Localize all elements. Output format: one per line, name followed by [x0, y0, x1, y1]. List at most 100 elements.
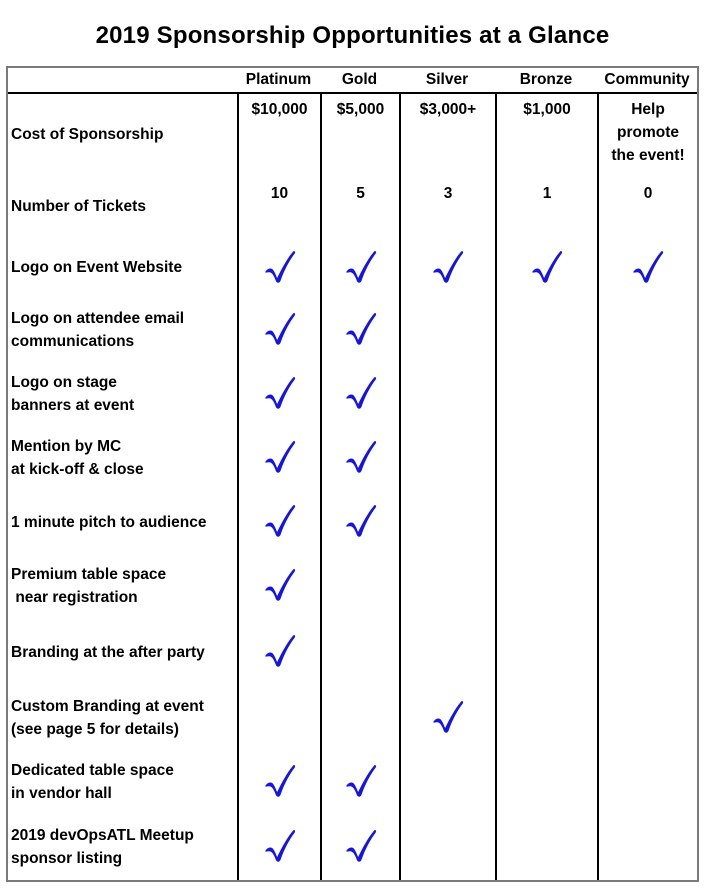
- cell-platinum: $10,000: [237, 94, 320, 174]
- check-icon: [264, 505, 295, 537]
- cell-platinum: [237, 426, 320, 490]
- column-header-silver: Silver: [425, 71, 469, 88]
- cell-silver: [399, 554, 495, 618]
- cell-silver: $3,000+: [399, 94, 495, 174]
- check-icon: [345, 830, 376, 862]
- cell-silver: [399, 426, 495, 490]
- check-icon: [433, 250, 464, 283]
- row-label: Custom Branding at event (see page 5 for…: [11, 698, 204, 738]
- row-label: Premium table space near registration: [11, 566, 167, 606]
- cell-community: [597, 426, 697, 490]
- cell-bronze: [495, 426, 597, 490]
- row-label: Logo on attendee email communications: [11, 309, 185, 350]
- cell-community: [597, 238, 697, 297]
- cell-gold: [320, 554, 399, 618]
- table-header-row: Platinum Gold Silver Bronze Community: [8, 68, 697, 94]
- row-label: 1 minute pitch to audience: [11, 513, 207, 531]
- check-icon: [345, 250, 376, 283]
- cell-silver: [399, 618, 495, 686]
- check-icon: [345, 377, 376, 409]
- table-row: Dedicated table space in vendor hall: [8, 750, 697, 814]
- page-title: 2019 Sponsorship Opportunities at a Glan…: [95, 22, 610, 49]
- row-label: Logo on Event Website: [11, 259, 183, 276]
- cell-platinum: [237, 814, 320, 880]
- cell-gold: [320, 490, 399, 554]
- cell-community: [597, 750, 697, 814]
- column-header-platinum: Platinum: [245, 71, 312, 88]
- cell-gold: [320, 750, 399, 814]
- cell-gold: 5: [320, 174, 399, 238]
- cell-platinum: [237, 554, 320, 618]
- row-label: Number of Tickets: [11, 197, 146, 215]
- cell-community: [597, 362, 697, 426]
- table-row: 1 minute pitch to audience: [8, 490, 697, 554]
- cell-bronze: 1: [495, 174, 597, 238]
- cell-community: 0: [597, 174, 697, 238]
- cell-community: [597, 297, 697, 362]
- cell-platinum: [237, 297, 320, 362]
- check-icon: [532, 250, 563, 283]
- check-icon: [633, 250, 664, 283]
- cell-bronze: [495, 238, 597, 297]
- row-label: Branding at the after party: [11, 643, 205, 661]
- check-icon: [264, 830, 295, 862]
- cell-bronze: [495, 362, 597, 426]
- table-row: Logo on Event Website: [8, 238, 697, 297]
- cell-silver: [399, 750, 495, 814]
- check-icon: [345, 441, 376, 473]
- table-row: Premium table space near registration: [8, 554, 697, 618]
- check-icon: [264, 441, 295, 473]
- cell-bronze: [495, 686, 597, 750]
- cell-gold: [320, 297, 399, 362]
- cell-bronze: [495, 490, 597, 554]
- table-row: Cost of Sponsorship $10,000 $5,000 $3,00…: [8, 94, 697, 174]
- check-icon: [345, 765, 376, 797]
- sponsorship-table: Platinum Gold Silver Bronze Community Co…: [6, 66, 699, 882]
- cell-gold: [320, 686, 399, 750]
- cell-platinum: [237, 750, 320, 814]
- row-label: Cost of Sponsorship: [11, 125, 164, 143]
- check-icon: [264, 312, 295, 345]
- check-icon: [345, 505, 376, 537]
- cell-bronze: [495, 814, 597, 880]
- cell-bronze: $1,000: [495, 94, 597, 174]
- cell-platinum: [237, 686, 320, 750]
- table-row: Branding at the after party: [8, 618, 697, 686]
- cell-silver: [399, 362, 495, 426]
- cell-bronze: [495, 750, 597, 814]
- cell-community: [597, 686, 697, 750]
- check-icon: [264, 569, 295, 601]
- row-label: Dedicated table space in vendor hall: [11, 762, 174, 802]
- table-row: 2019 devOpsATL Meetup sponsor listing: [8, 814, 697, 880]
- table-row: Mention by MC at kick-off & close: [8, 426, 697, 490]
- check-icon: [264, 765, 295, 797]
- table-body: Cost of Sponsorship $10,000 $5,000 $3,00…: [8, 94, 697, 880]
- column-header-community: Community: [604, 71, 690, 88]
- check-icon: [345, 312, 376, 345]
- column-header-bronze: Bronze: [519, 71, 573, 88]
- cell-platinum: 10: [237, 174, 320, 238]
- cell-bronze: [495, 297, 597, 362]
- table-row: Logo on attendee email communications: [8, 297, 697, 362]
- cell-silver: [399, 238, 495, 297]
- cell-community: [597, 618, 697, 686]
- cell-gold: [320, 618, 399, 686]
- cell-bronze: [495, 554, 597, 618]
- cell-silver: [399, 814, 495, 880]
- cell-platinum: [237, 490, 320, 554]
- cell-platinum: [237, 362, 320, 426]
- cell-gold: [320, 426, 399, 490]
- row-label: 2019 devOpsATL Meetup sponsor listing: [11, 827, 194, 867]
- cell-silver: 3: [399, 174, 495, 238]
- cell-gold: $5,000: [320, 94, 399, 174]
- cell-bronze: [495, 618, 597, 686]
- cell-silver: [399, 686, 495, 750]
- cell-gold: [320, 238, 399, 297]
- row-label: Logo on stage banners at event: [11, 374, 135, 414]
- cell-silver: [399, 490, 495, 554]
- check-icon: [264, 377, 295, 409]
- check-icon: [264, 250, 295, 283]
- table-row: Number of Tickets 10 5 3 1 0: [8, 174, 697, 238]
- cell-platinum: [237, 618, 320, 686]
